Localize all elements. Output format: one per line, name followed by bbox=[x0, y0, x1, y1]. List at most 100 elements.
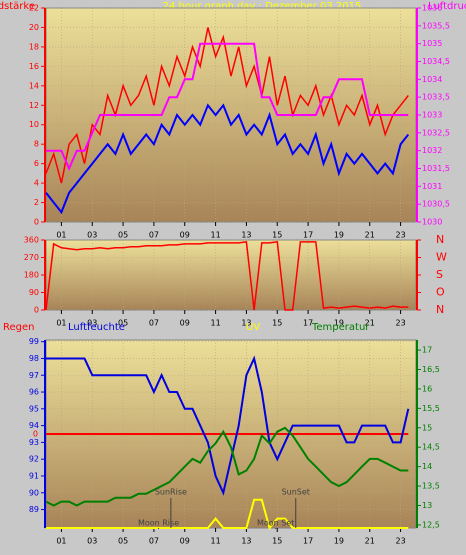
y-tick-label: 99 bbox=[29, 337, 39, 346]
y2-tick-label: 15,5 bbox=[422, 404, 440, 413]
y-tick-label: 22 bbox=[29, 4, 39, 13]
y2-tick-label: O bbox=[436, 286, 445, 299]
x-tick-label: 13 bbox=[241, 231, 251, 240]
y2-tick-label: 16,5 bbox=[422, 365, 440, 374]
y-tick-label: 93 bbox=[29, 438, 39, 447]
x-tick-label: 11 bbox=[210, 231, 220, 240]
x-tick-label: 07 bbox=[149, 319, 159, 328]
x-tick-label: 21 bbox=[365, 319, 375, 328]
series-label: UV bbox=[246, 322, 260, 333]
y-tick-label: 360 bbox=[24, 236, 39, 245]
y2-tick-label: 12,5 bbox=[422, 520, 440, 529]
y2-tick-label: 1031,5 bbox=[422, 164, 450, 173]
y2-tick-label: 13,5 bbox=[422, 482, 440, 491]
y-tick-label: 98 bbox=[29, 354, 39, 363]
y-tick-label: 10 bbox=[29, 120, 39, 129]
annotation: SunRise bbox=[155, 488, 187, 497]
y-tick-label: 12 bbox=[29, 101, 39, 110]
y-tick-label: 2 bbox=[34, 198, 39, 207]
y2-tick-label: S bbox=[436, 268, 443, 281]
y-tick-label: 90 bbox=[29, 488, 39, 497]
y2-tick-label: 1034,5 bbox=[422, 57, 450, 66]
y2-tick-label: 1031 bbox=[422, 182, 442, 191]
y2-tick-label: 14,5 bbox=[422, 443, 440, 452]
x-tick-label: 03 bbox=[87, 537, 97, 546]
y2-tick-label: 1033,5 bbox=[422, 93, 450, 102]
series-line bbox=[45, 241, 409, 311]
y2-tick-label: 1030,5 bbox=[422, 200, 450, 209]
series-line bbox=[45, 426, 409, 507]
x-tick-label: 01 bbox=[56, 537, 66, 546]
y2-tick-label: 1030 bbox=[422, 218, 442, 227]
x-tick-label: 11 bbox=[210, 537, 220, 546]
series-label: Windstärke bbox=[0, 1, 35, 12]
x-tick-label: 09 bbox=[180, 537, 190, 546]
x-tick-label: 07 bbox=[149, 537, 159, 546]
x-tick-label: 17 bbox=[303, 231, 313, 240]
x-tick-label: 13 bbox=[241, 319, 251, 328]
series-label: Temperatur bbox=[311, 322, 370, 333]
y-tick-label: 180 bbox=[24, 271, 39, 280]
y-tick-label: 94 bbox=[29, 421, 39, 430]
y-tick-label: 90 bbox=[29, 288, 39, 297]
x-tick-label: 15 bbox=[272, 537, 282, 546]
plot-area bbox=[45, 239, 417, 311]
y-tick-label: 0 bbox=[34, 218, 39, 227]
y-tick-label: 95 bbox=[29, 404, 39, 413]
y-tick-label: 14 bbox=[29, 81, 39, 90]
y-tick-label: 97 bbox=[29, 371, 39, 380]
y2-tick-label: 13 bbox=[422, 501, 432, 510]
y2-tick-label: 1032,5 bbox=[422, 128, 450, 137]
y2-tick-label: 15 bbox=[422, 423, 432, 432]
series-line bbox=[45, 27, 409, 184]
y-tick-label: 89 bbox=[29, 505, 39, 514]
x-tick-label: 01 bbox=[56, 319, 66, 328]
x-tick-label: 21 bbox=[365, 537, 375, 546]
y2-tick-label: 1035 bbox=[422, 39, 442, 48]
series-line bbox=[46, 498, 409, 531]
y-tick-label: 96 bbox=[29, 388, 39, 397]
x-tick-label: 05 bbox=[118, 319, 128, 328]
x-tick-label: 19 bbox=[334, 537, 344, 546]
annotation: Moon Rise bbox=[138, 519, 179, 528]
y-tick-label: 18 bbox=[29, 42, 39, 51]
y2-tick-label: 16 bbox=[422, 384, 432, 393]
x-tick-label: 15 bbox=[272, 319, 282, 328]
x-tick-label: 05 bbox=[118, 231, 128, 240]
y2-tick-label: W bbox=[436, 251, 447, 264]
x-tick-label: 19 bbox=[334, 319, 344, 328]
series-label: Regen bbox=[3, 322, 35, 333]
y-tick-label: 6 bbox=[34, 159, 39, 168]
y2-tick-label: 1035,5 bbox=[422, 21, 450, 30]
y2-tick-label: 17 bbox=[422, 346, 432, 355]
series-line bbox=[46, 355, 410, 496]
x-tick-label: 17 bbox=[303, 537, 313, 546]
x-tick-label: 07 bbox=[149, 231, 159, 240]
x-tick-label: 23 bbox=[395, 231, 405, 240]
x-tick-label: 13 bbox=[241, 537, 251, 546]
x-tick-label: 03 bbox=[87, 319, 97, 328]
x-tick-label: 23 bbox=[395, 319, 405, 328]
annotation: SunSet bbox=[282, 488, 310, 497]
series-label: Luftdruck bbox=[428, 1, 466, 12]
y2-tick-label: N bbox=[436, 233, 444, 246]
y2-tick-label: 1036 bbox=[422, 4, 442, 13]
y2-tick-label: N bbox=[436, 303, 444, 316]
x-tick-label: 21 bbox=[365, 231, 375, 240]
x-tick-label: 11 bbox=[210, 319, 220, 328]
y-tick-label: 20 bbox=[29, 23, 39, 32]
x-tick-label: 17 bbox=[303, 319, 313, 328]
x-tick-label: 05 bbox=[118, 537, 128, 546]
y2-tick-label: 1034 bbox=[422, 75, 442, 84]
x-tick-label: 01 bbox=[56, 231, 66, 240]
chart-title: 24 hour graph day : Dezember 03 2015 bbox=[163, 1, 362, 12]
series-label: Luftfeuchte bbox=[68, 322, 125, 333]
y2-tick-label: 1032 bbox=[422, 146, 442, 155]
x-tick-label: 23 bbox=[395, 537, 405, 546]
y-tick-label: 8 bbox=[34, 140, 39, 149]
x-tick-label: 03 bbox=[87, 231, 97, 240]
y-tick-label: 270 bbox=[24, 253, 39, 262]
series-line bbox=[46, 42, 409, 172]
y-tick-label: 0 bbox=[34, 306, 39, 315]
